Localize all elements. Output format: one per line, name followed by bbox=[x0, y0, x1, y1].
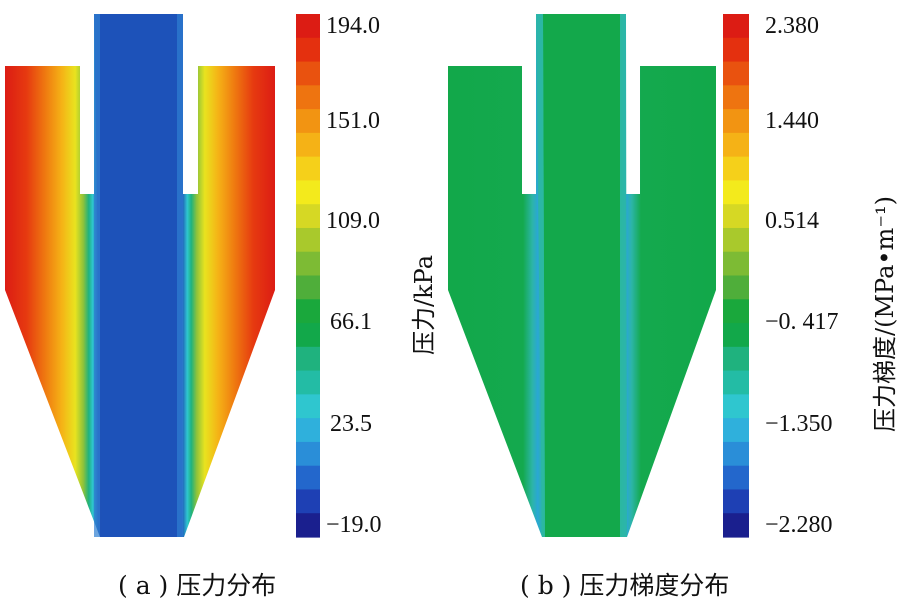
colorbar-segment bbox=[296, 61, 320, 86]
colorbar-segment bbox=[296, 346, 320, 372]
colorbar-segment bbox=[296, 109, 320, 134]
colorbar-segment bbox=[723, 323, 749, 348]
tick-a-6: −19.0 bbox=[326, 512, 382, 538]
colorbar-b bbox=[723, 14, 749, 538]
tick-b-2: 1.440 bbox=[765, 108, 819, 134]
colorbar-segment bbox=[723, 227, 749, 253]
colorbar-segment bbox=[296, 14, 320, 39]
tick-b-5: −1.350 bbox=[765, 411, 833, 437]
tick-a-3: 109.0 bbox=[326, 208, 380, 234]
colorbar-segment bbox=[723, 346, 749, 372]
caption-a: ( a ) 压力分布 bbox=[118, 571, 277, 600]
colorbar-segment bbox=[723, 299, 749, 324]
caption-b: ( b ) 压力梯度分布 bbox=[520, 571, 730, 600]
tick-a-4: 66.1 bbox=[330, 309, 372, 335]
colorbar-segment bbox=[723, 180, 749, 205]
colorbar-segment bbox=[723, 489, 749, 514]
tick-b-6: −2.280 bbox=[765, 512, 833, 538]
colorbar-segment bbox=[296, 465, 320, 491]
colorbar-segment bbox=[723, 441, 749, 467]
colorbar-segment bbox=[723, 37, 749, 63]
vortex-finder-a bbox=[94, 14, 183, 537]
vortex-finder-b bbox=[543, 14, 620, 537]
colorbar-segment bbox=[296, 418, 320, 443]
tick-a-1: 194.0 bbox=[326, 13, 380, 39]
colorbar-segment bbox=[296, 37, 320, 63]
tick-a-2: 151.0 bbox=[326, 108, 380, 134]
colorbar-segment bbox=[296, 394, 320, 419]
colorbar-segment bbox=[296, 441, 320, 467]
tick-b-1: 2.380 bbox=[765, 13, 819, 39]
colorbar-segment bbox=[723, 132, 749, 158]
colorbar-segment bbox=[723, 251, 749, 277]
colorbar-segment bbox=[296, 489, 320, 514]
colorbar-segment bbox=[723, 204, 749, 229]
colorbar-segment bbox=[296, 204, 320, 229]
colorbar-segment bbox=[296, 251, 320, 277]
colorbar-segment bbox=[296, 85, 320, 110]
colorbar-segment bbox=[723, 109, 749, 134]
colorbar-segment bbox=[723, 85, 749, 110]
cyclone-pressure-contour bbox=[5, 14, 275, 537]
tick-b-4: −0. 417 bbox=[765, 309, 839, 335]
colorbar-segment bbox=[296, 370, 320, 395]
colorbar-segment bbox=[296, 180, 320, 205]
colorbar-a-ticks: 194.0 151.0 109.0 66.1 23.5 −19.0 bbox=[326, 13, 382, 538]
tick-b-3: 0.514 bbox=[765, 208, 819, 234]
colorbar-segment bbox=[296, 513, 320, 538]
colorbar-b-ticks: 2.380 1.440 0.514 −0. 417 −1.350 −2.280 bbox=[765, 13, 839, 538]
colorbar-segment bbox=[296, 299, 320, 324]
colorbar-segment bbox=[296, 227, 320, 253]
colorbar-segment bbox=[296, 132, 320, 158]
colorbar-segment bbox=[723, 14, 749, 39]
colorbar-segment bbox=[723, 370, 749, 395]
tick-a-5: 23.5 bbox=[330, 411, 372, 437]
colorbar-segment bbox=[723, 394, 749, 419]
colorbar-segment bbox=[296, 323, 320, 348]
colorbar-segment bbox=[723, 61, 749, 86]
unit-label-a: 压力/kPa bbox=[410, 255, 438, 355]
colorbar-segment bbox=[723, 156, 749, 182]
unit-label-b: 压力梯度/(MPa•m⁻¹) bbox=[871, 196, 899, 432]
colorbar-segment bbox=[723, 513, 749, 538]
colorbar-segment bbox=[723, 418, 749, 443]
colorbar-segment bbox=[296, 156, 320, 182]
colorbar-a bbox=[296, 14, 320, 538]
colorbar-segment bbox=[723, 465, 749, 491]
colorbar-segment bbox=[723, 275, 749, 300]
cyclone-gradient-contour bbox=[448, 14, 716, 537]
colorbar-segment bbox=[296, 275, 320, 300]
